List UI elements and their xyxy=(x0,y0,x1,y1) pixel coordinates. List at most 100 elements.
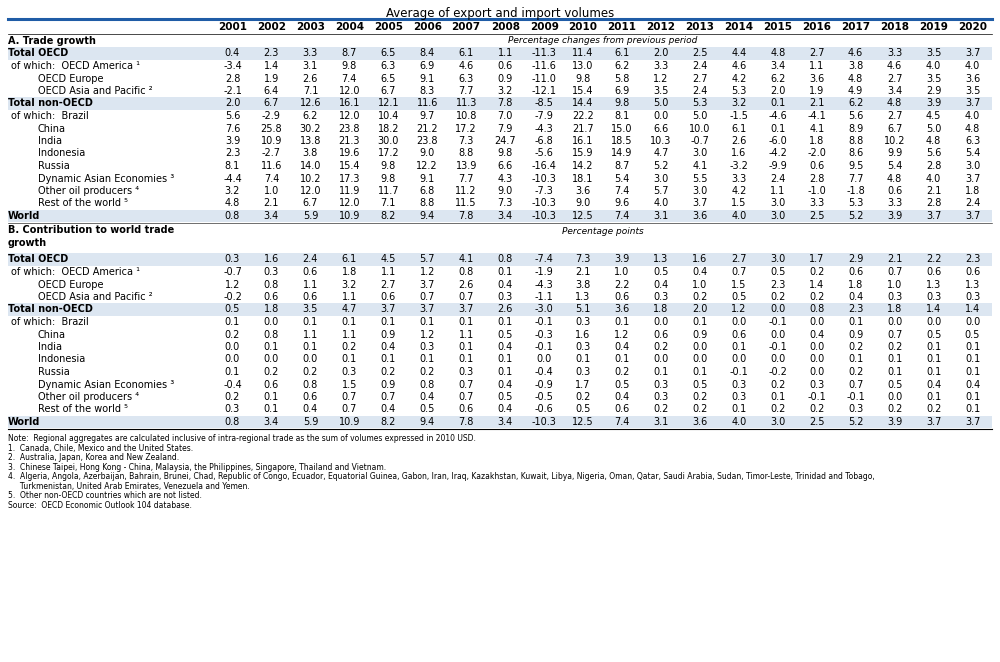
Text: 0.1: 0.1 xyxy=(342,354,357,365)
Text: 3.5: 3.5 xyxy=(303,305,318,314)
Text: 1.8: 1.8 xyxy=(809,136,824,146)
Text: 4.7: 4.7 xyxy=(653,148,669,158)
Text: 14.4: 14.4 xyxy=(572,99,594,109)
Text: 18.5: 18.5 xyxy=(611,136,633,146)
Text: 4.8: 4.8 xyxy=(848,73,863,83)
Text: of which:  Brazil: of which: Brazil xyxy=(11,317,89,327)
Text: 3.8: 3.8 xyxy=(848,61,863,71)
Text: 0.0: 0.0 xyxy=(770,305,785,314)
Text: 1.1: 1.1 xyxy=(498,48,513,58)
Text: 0.3: 0.3 xyxy=(575,342,591,352)
Text: 0.2: 0.2 xyxy=(653,404,669,414)
Text: 4.5: 4.5 xyxy=(381,254,396,265)
Text: 3.3: 3.3 xyxy=(809,199,824,209)
Text: 7.4: 7.4 xyxy=(614,211,630,221)
Text: 6.3: 6.3 xyxy=(381,61,396,71)
Text: Total OECD: Total OECD xyxy=(8,254,68,265)
Text: 3.5: 3.5 xyxy=(926,48,941,58)
Text: 0.1: 0.1 xyxy=(264,392,279,402)
Text: 0.1: 0.1 xyxy=(420,317,435,327)
Text: 4.6: 4.6 xyxy=(848,48,863,58)
Text: 0.0: 0.0 xyxy=(809,342,824,352)
Text: Total OECD: Total OECD xyxy=(8,48,68,58)
Text: 1.0: 1.0 xyxy=(887,279,902,289)
Text: 3.0: 3.0 xyxy=(653,173,669,183)
Text: OECD Asia and Pacific ²: OECD Asia and Pacific ² xyxy=(38,292,153,302)
Text: World: World xyxy=(8,417,40,427)
Text: of which:  OECD America ¹: of which: OECD America ¹ xyxy=(11,61,140,71)
Text: 0.1: 0.1 xyxy=(965,342,980,352)
Text: 6.9: 6.9 xyxy=(614,86,630,96)
Text: -10.3: -10.3 xyxy=(532,211,557,221)
Text: Rest of the world ⁵: Rest of the world ⁵ xyxy=(38,199,128,209)
Text: 0.6: 0.6 xyxy=(303,392,318,402)
Text: 6.6: 6.6 xyxy=(653,124,669,134)
Text: 10.9: 10.9 xyxy=(261,136,282,146)
Text: 3.0: 3.0 xyxy=(770,211,785,221)
Text: 2.3: 2.3 xyxy=(770,279,785,289)
Text: 2.8: 2.8 xyxy=(926,161,941,171)
Text: 15.4: 15.4 xyxy=(339,161,360,171)
Text: 11.6: 11.6 xyxy=(417,99,438,109)
Text: Total non-OECD: Total non-OECD xyxy=(8,99,93,109)
Text: 3.4: 3.4 xyxy=(264,211,279,221)
Text: -2.9: -2.9 xyxy=(262,111,281,121)
Text: 11.3: 11.3 xyxy=(455,99,477,109)
Text: 7.9: 7.9 xyxy=(497,124,513,134)
Text: 2.6: 2.6 xyxy=(303,73,318,83)
Text: 1.2: 1.2 xyxy=(614,330,630,340)
Text: 4.0: 4.0 xyxy=(926,173,941,183)
Text: 2.0: 2.0 xyxy=(692,305,708,314)
Text: 2.1: 2.1 xyxy=(887,254,902,265)
Text: -11.3: -11.3 xyxy=(532,48,557,58)
Text: 9.0: 9.0 xyxy=(498,186,513,196)
Text: -10.3: -10.3 xyxy=(532,199,557,209)
Text: World: World xyxy=(8,211,40,221)
Text: 3.1: 3.1 xyxy=(653,211,669,221)
Text: 6.1: 6.1 xyxy=(459,48,474,58)
Text: 2014: 2014 xyxy=(724,22,753,32)
Text: 0.5: 0.5 xyxy=(497,330,513,340)
Text: 6.2: 6.2 xyxy=(848,99,863,109)
Text: 0.1: 0.1 xyxy=(264,342,279,352)
Bar xyxy=(8,303,992,316)
Text: 6.7: 6.7 xyxy=(303,199,318,209)
Text: 1.1: 1.1 xyxy=(342,330,357,340)
Text: 2003: 2003 xyxy=(296,22,325,32)
Text: 2012: 2012 xyxy=(646,22,675,32)
Text: 1.1: 1.1 xyxy=(459,330,474,340)
Text: -4.3: -4.3 xyxy=(535,124,553,134)
Text: OECD Europe: OECD Europe xyxy=(38,73,104,83)
Text: Other oil producers ⁴: Other oil producers ⁴ xyxy=(38,186,139,196)
Text: 3.6: 3.6 xyxy=(809,73,824,83)
Text: 4.7: 4.7 xyxy=(342,305,357,314)
Text: 0.7: 0.7 xyxy=(887,330,902,340)
Text: 9.0: 9.0 xyxy=(420,148,435,158)
Text: China: China xyxy=(38,330,66,340)
Text: 1.9: 1.9 xyxy=(264,73,279,83)
Text: 9.7: 9.7 xyxy=(420,111,435,121)
Text: 0.8: 0.8 xyxy=(225,211,240,221)
Text: 1.0: 1.0 xyxy=(264,186,279,196)
Text: 8.8: 8.8 xyxy=(459,148,474,158)
Text: 2.3: 2.3 xyxy=(965,254,980,265)
Text: 1.3: 1.3 xyxy=(575,292,591,302)
Text: 0.1: 0.1 xyxy=(459,354,474,365)
Text: 3.1: 3.1 xyxy=(653,417,669,427)
Text: Dynamic Asian Economies ³: Dynamic Asian Economies ³ xyxy=(38,173,174,183)
Text: 1.1: 1.1 xyxy=(770,186,785,196)
Text: 0.8: 0.8 xyxy=(459,267,474,277)
Text: 0.6: 0.6 xyxy=(653,330,669,340)
Text: 8.2: 8.2 xyxy=(381,211,396,221)
Text: -11.0: -11.0 xyxy=(532,73,557,83)
Text: 0.6: 0.6 xyxy=(926,267,941,277)
Text: 0.5: 0.5 xyxy=(731,292,747,302)
Text: 0.9: 0.9 xyxy=(381,379,396,389)
Text: 3.6: 3.6 xyxy=(575,186,591,196)
Text: 6.6: 6.6 xyxy=(498,161,513,171)
Text: 1.6: 1.6 xyxy=(731,148,746,158)
Text: 0.4: 0.4 xyxy=(498,342,513,352)
Text: -12.1: -12.1 xyxy=(532,86,557,96)
Text: 0.1: 0.1 xyxy=(965,392,980,402)
Text: 7.8: 7.8 xyxy=(497,99,513,109)
